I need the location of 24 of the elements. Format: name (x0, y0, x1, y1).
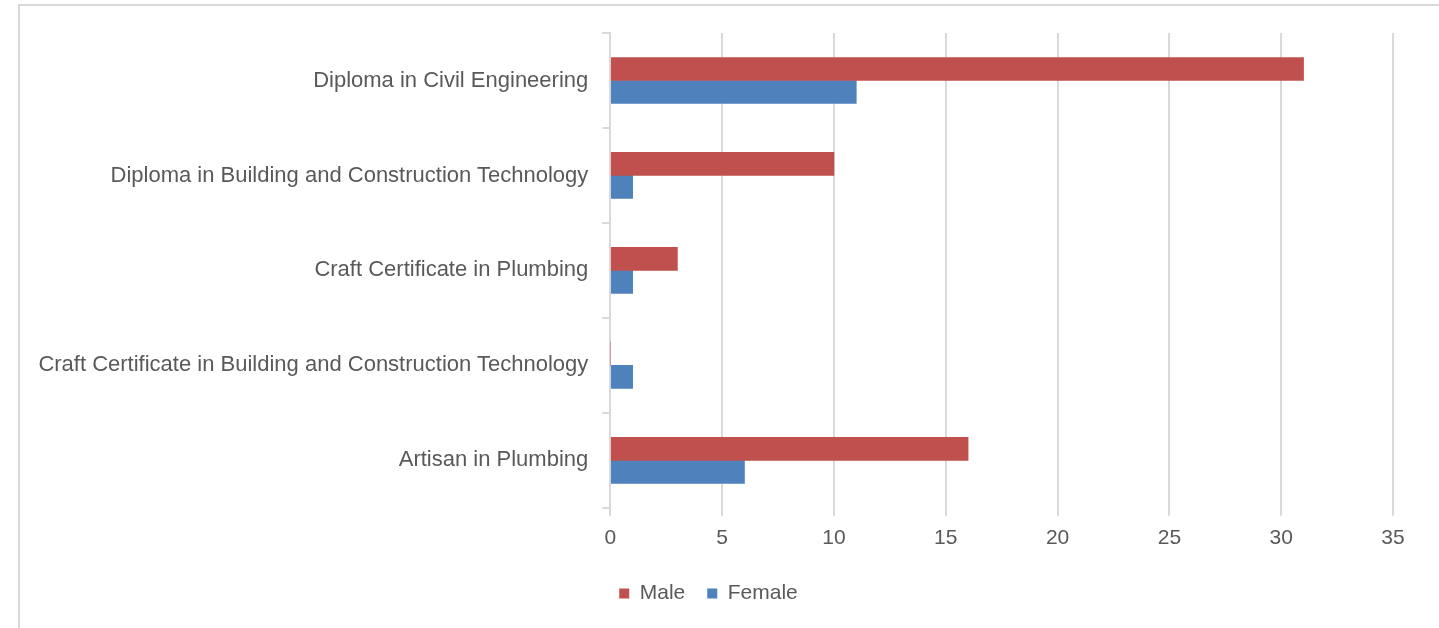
x-tick-label: 25 (1157, 525, 1182, 549)
bar (610, 365, 633, 389)
bar (610, 270, 633, 294)
y-tick-label: Diploma in Civil Engineering (313, 66, 589, 92)
bar (610, 175, 633, 199)
y-tick-label: Craft Certificate in Plumbing (314, 256, 589, 282)
x-tick-label: 30 (1269, 525, 1293, 549)
x-tick-label: 15 (934, 525, 958, 549)
x-tick-label: 5 (716, 525, 728, 549)
bar (610, 436, 969, 461)
x-tick-label: 0 (604, 525, 617, 549)
bar (610, 152, 835, 176)
bar (610, 247, 678, 271)
legend-label: Male (639, 580, 686, 604)
bar (610, 57, 1304, 81)
y-tick-label: Diploma in Building and Construction Technology (110, 161, 589, 187)
y-tick-label: Craft Certificate in Building and Construction Technology (38, 351, 589, 377)
y-tick-label: Artisan in Plumbing (398, 446, 589, 472)
x-tick-label: 20 (1045, 525, 1070, 549)
legend-label: Female (727, 580, 798, 604)
x-tick-label: 10 (822, 525, 846, 549)
bar (610, 80, 857, 104)
x-tick-label: 35 (1381, 525, 1405, 549)
bar (610, 459, 745, 484)
